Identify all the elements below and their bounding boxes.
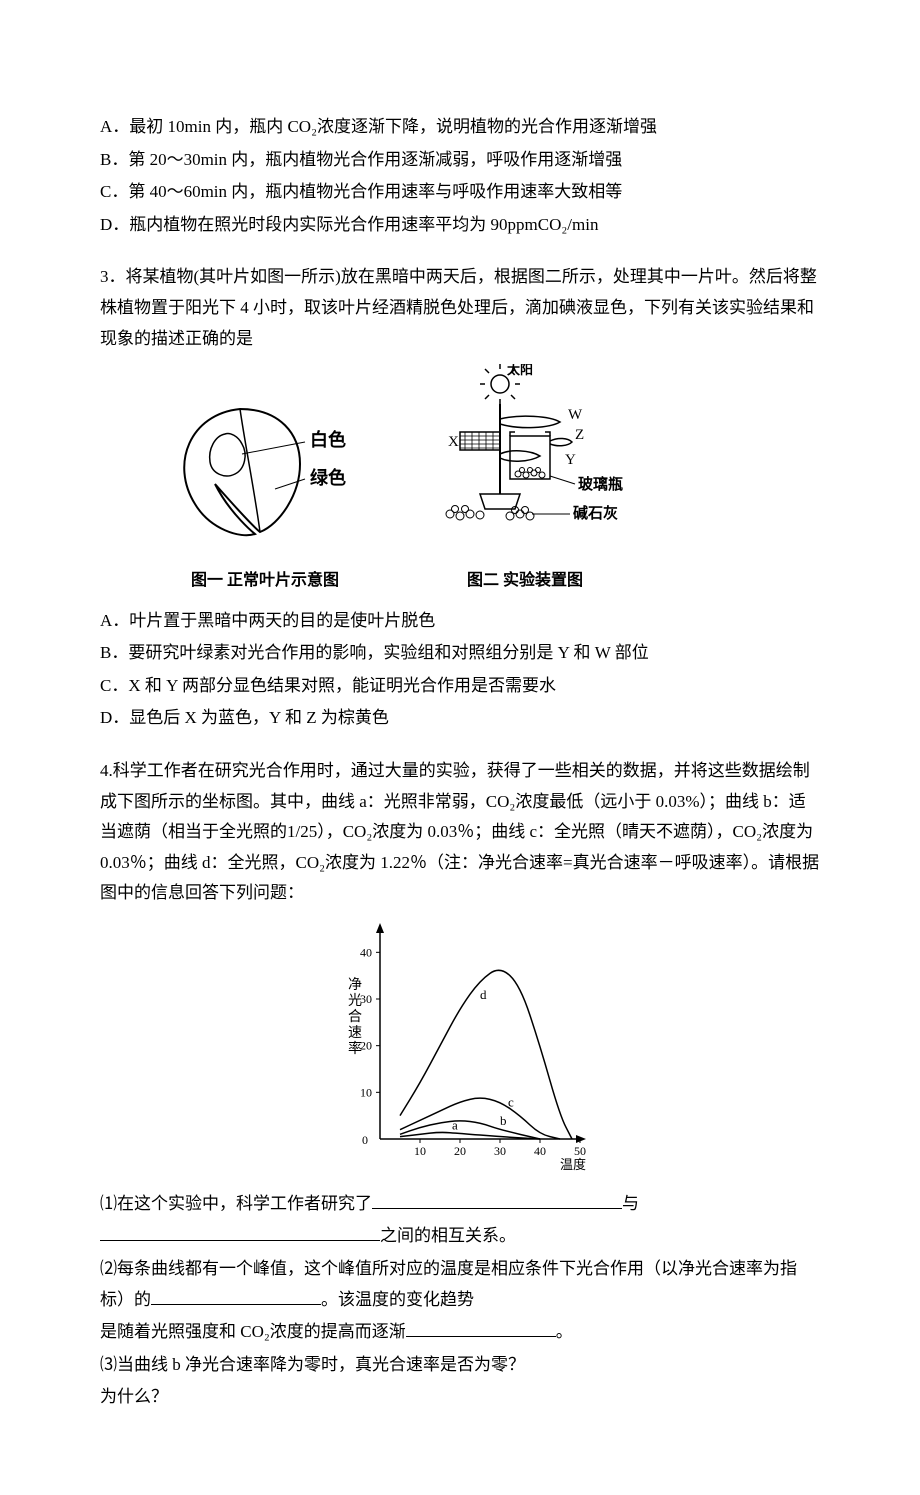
w-label: W [568, 407, 583, 423]
q4-line-chart: 净光合速率温度（℃）0102030401020304050abcd [330, 919, 590, 1179]
experiment-setup-icon: 太阳 W X Z [410, 364, 640, 554]
q4-sub2-end2: 。 [556, 1322, 573, 1341]
svg-text:10: 10 [414, 1144, 426, 1158]
q2-option-a: A．最初 10min 内，瓶内 CO₂浓度逐渐下降，说明植物的光合作用逐渐增强 [100, 112, 820, 143]
svg-text:b: b [500, 1113, 507, 1128]
q3-option-d: D．显色后 X 为蓝色，Y 和 Z 为棕黄色 [100, 703, 820, 734]
q2-option-d: D．瓶内植物在照光时段内实际光合作用速率平均为 90ppmCO₂/min [100, 210, 820, 241]
q3-option-a: A．叶片置于黑暗中两天的目的是使叶片脱色 [100, 606, 820, 637]
q3-fig1-caption: 图一 正常叶片示意图 [160, 567, 370, 596]
sun-label: 太阳 [506, 364, 533, 377]
q4-sub2-end1: 。该温度的变化趋势 [321, 1290, 474, 1309]
svg-text:a: a [452, 1118, 458, 1133]
q3-stem: 3．将某植物(其叶片如图一所示)放在黑暗中两天后，根据图二所示，处理其中一片叶。… [100, 262, 820, 354]
leaf-white-label: 白色 [310, 429, 346, 450]
q3-figures: 白色 绿色 图一 正常叶片示意图 太阳 [160, 364, 820, 595]
svg-text:10: 10 [360, 1085, 372, 1099]
svg-text:20: 20 [454, 1144, 466, 1158]
q4-sub2-text2: 是随着光照强度和 CO₂浓度的提高而逐渐 [100, 1322, 406, 1341]
blank-field[interactable] [100, 1223, 380, 1241]
q4-sub1-middle: 与 [622, 1194, 639, 1213]
bottle-label: 玻璃瓶 [578, 475, 623, 493]
q3-option-b: B．要研究叶绿素对光合作用的影响，实验组和对照组分别是 Y 和 W 部位 [100, 638, 820, 669]
z-label: Z [575, 427, 584, 443]
svg-text:0: 0 [362, 1133, 368, 1147]
leaf-diagram-icon: 白色 绿色 [160, 394, 370, 554]
y-label: Y [565, 452, 576, 468]
q4-sub1: ⑴在这个实验中，科学工作者研究了 与 [100, 1189, 820, 1220]
svg-text:50: 50 [574, 1144, 586, 1158]
leaf-green-label: 绿色 [310, 467, 346, 488]
q3-figure-2: 太阳 W X Z [410, 364, 640, 595]
q2-option-b: B．第 20～30min 内，瓶内植物光合作用逐渐减弱，呼吸作用逐渐增强 [100, 145, 820, 176]
x-label: X [448, 434, 459, 450]
q4-sub3-l1: ⑶当曲线 b 净光合速率降为零时，真光合速率是否为零？ [100, 1350, 820, 1381]
svg-text:温度（℃）: 温度（℃） [560, 1157, 590, 1172]
q2-options: A．最初 10min 内，瓶内 CO₂浓度逐渐下降，说明植物的光合作用逐渐增强 … [100, 112, 820, 240]
q3-fig2-caption: 图二 实验装置图 [410, 567, 640, 596]
q3-figure-1: 白色 绿色 图一 正常叶片示意图 [160, 394, 370, 595]
q3-option-c: C．X 和 Y 两部分显色结果对照，能证明光合作用是否需要水 [100, 671, 820, 702]
svg-text:30: 30 [494, 1144, 506, 1158]
svg-text:40: 40 [534, 1144, 546, 1158]
q4-sub1-prefix: ⑴在这个实验中，科学工作者研究了 [100, 1194, 372, 1213]
q3: 3．将某植物(其叶片如图一所示)放在黑暗中两天后，根据图二所示，处理其中一片叶。… [100, 262, 820, 734]
svg-text:40: 40 [360, 945, 372, 959]
blank-field[interactable] [406, 1319, 556, 1337]
q4-stem: 4.科学工作者在研究光合作用时，通过大量的实验，获得了一些相关的数据，并将这些数… [100, 756, 820, 909]
svg-text:d: d [480, 987, 487, 1002]
q2-option-c: C．第 40～60min 内，瓶内植物光合作用速率与呼吸作用速率大致相等 [100, 177, 820, 208]
q4-sub2-line1: ⑵每条曲线都有一个峰值，这个峰值所对应的温度是相应条件下光合作用（以净光合速率为… [100, 1254, 820, 1315]
q4-sub1-line2: 之间的相互关系。 [100, 1221, 820, 1252]
q4-sub3-l2: 为什么？ [100, 1382, 820, 1413]
q4-sub1-suffix: 之间的相互关系。 [380, 1226, 516, 1245]
soda-lime-label: 碱石灰 [573, 504, 618, 522]
svg-text:20: 20 [360, 1039, 372, 1053]
q4: 4.科学工作者在研究光合作用时，通过大量的实验，获得了一些相关的数据，并将这些数… [100, 756, 820, 1413]
svg-text:c: c [508, 1094, 514, 1109]
q4-sub2-line2: 是随着光照强度和 CO₂浓度的提高而逐渐 。 [100, 1317, 820, 1348]
blank-field[interactable] [372, 1191, 622, 1209]
svg-text:30: 30 [360, 992, 372, 1006]
q4-chart-container: 净光合速率温度（℃）0102030401020304050abcd [100, 919, 820, 1179]
